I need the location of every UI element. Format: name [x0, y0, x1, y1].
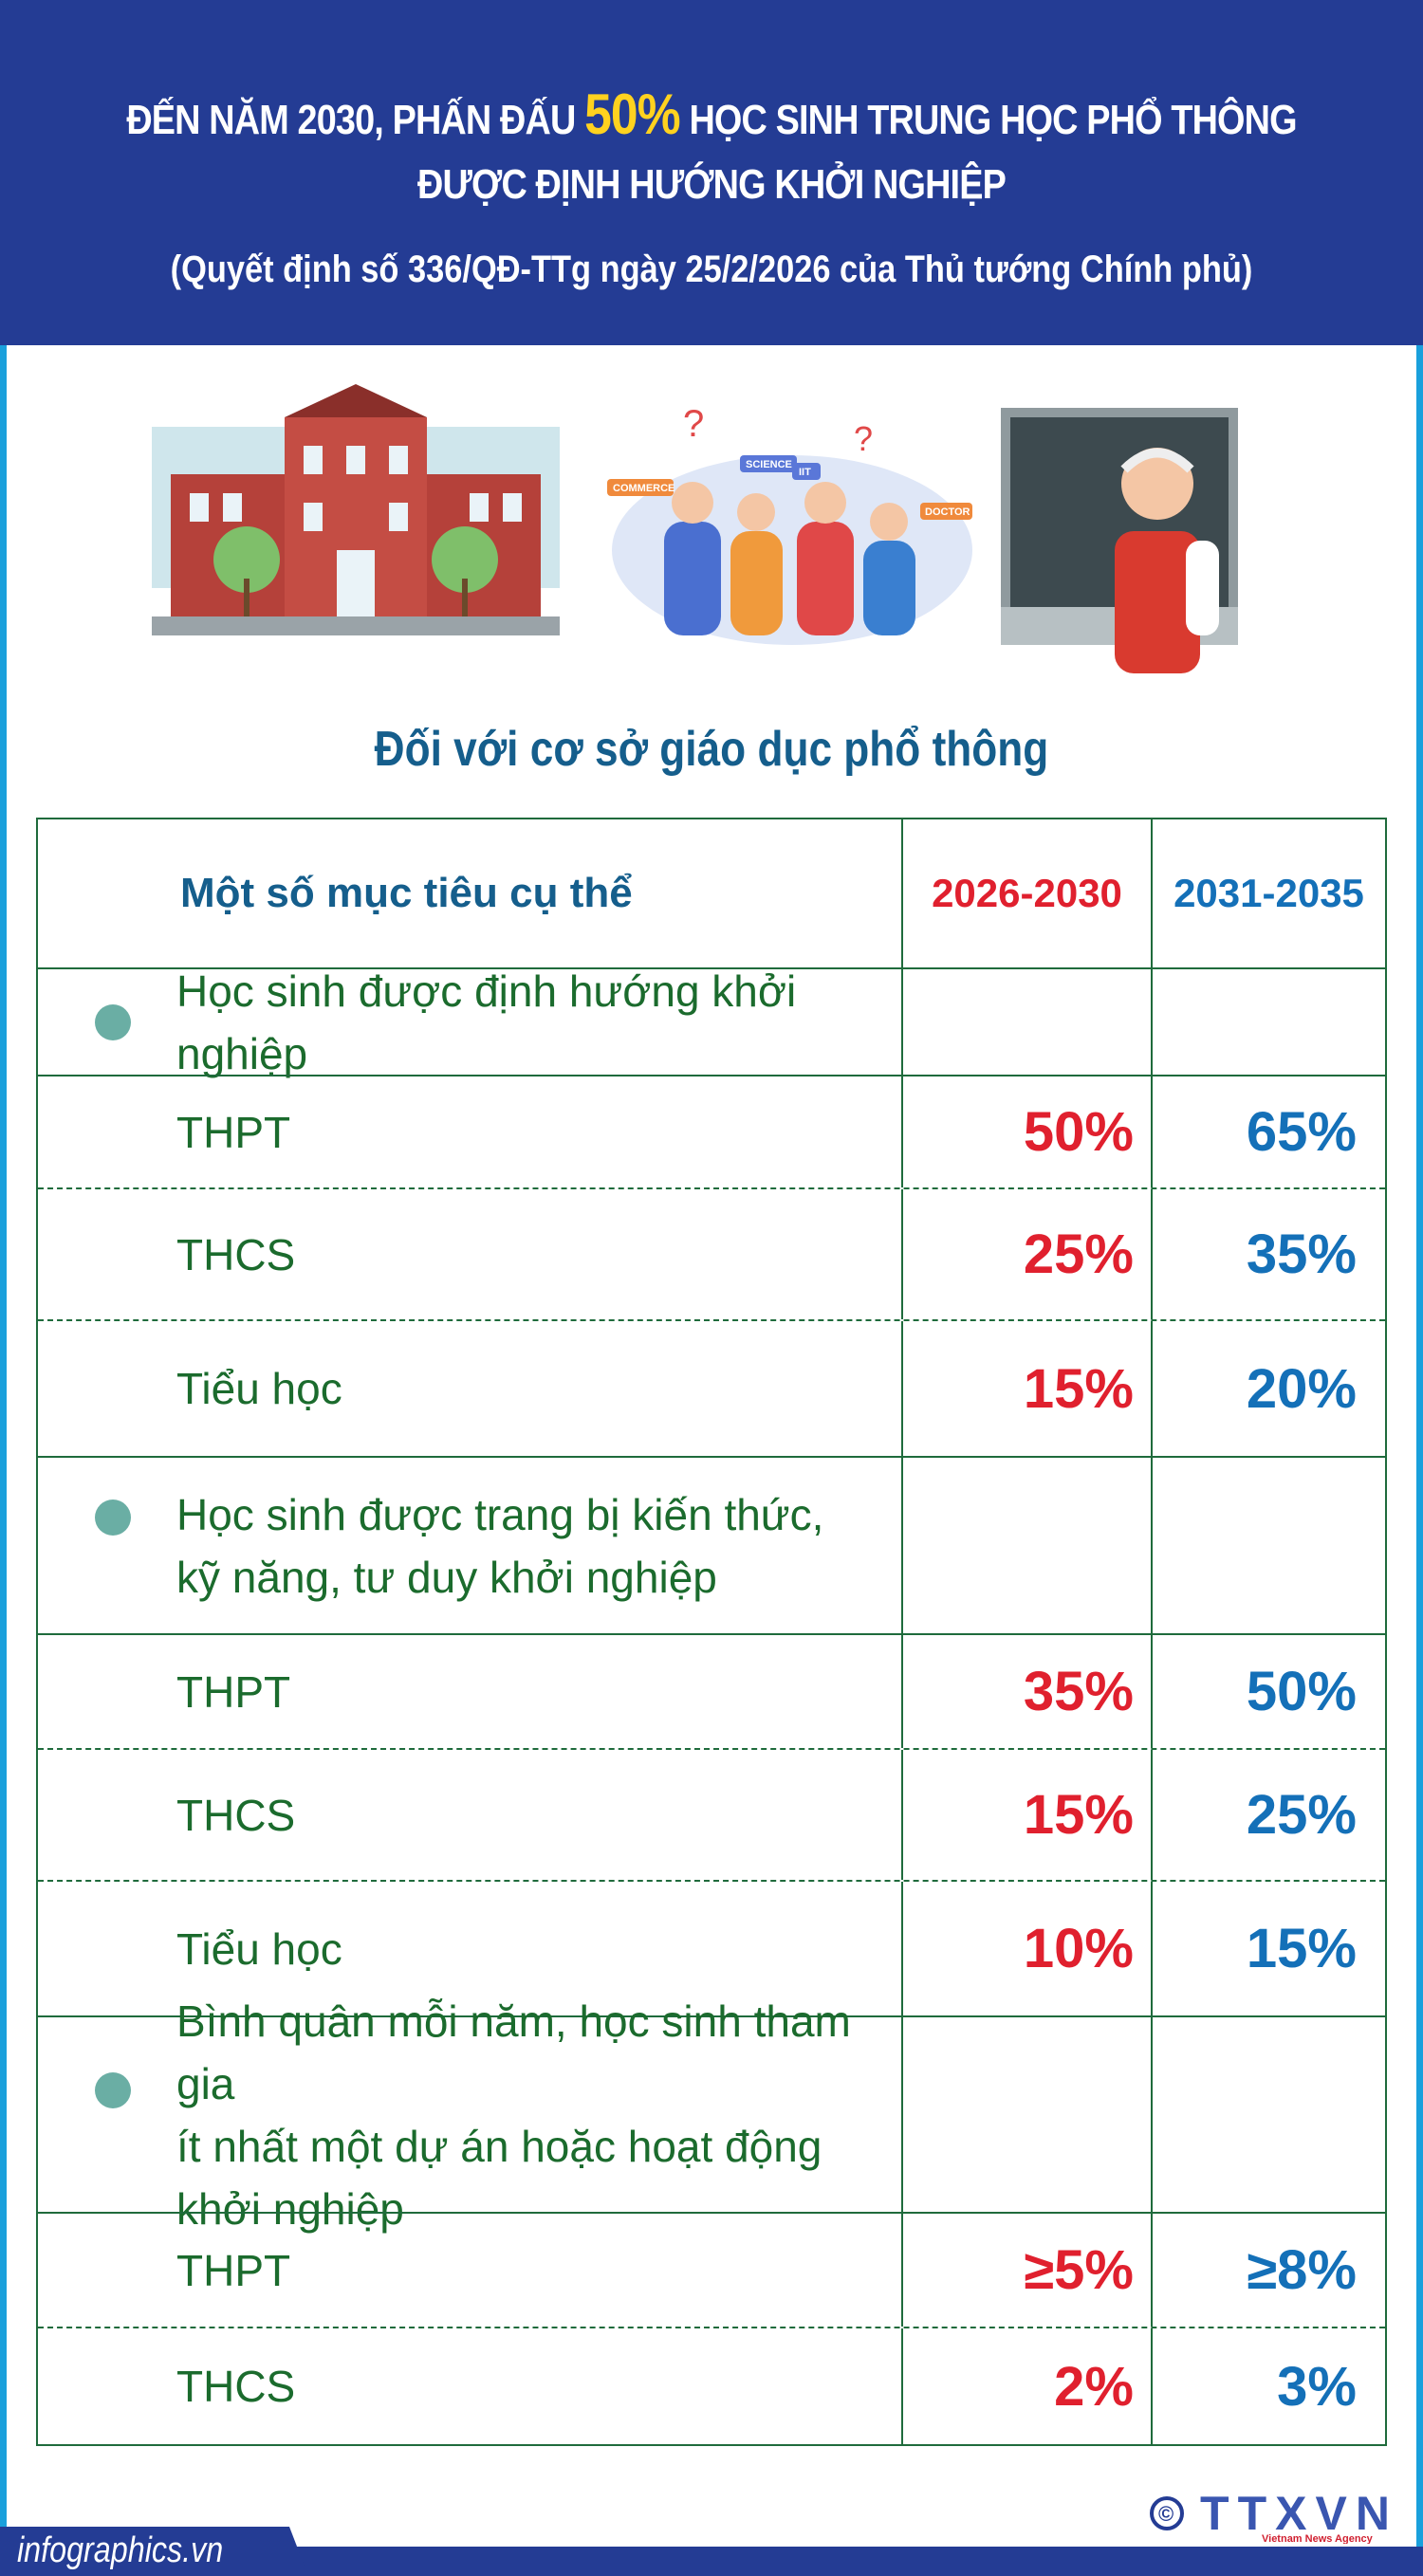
section-title: Học sinh được định hướng khởi nghiệp — [176, 966, 797, 1078]
value-2026-2030: 15% — [903, 1321, 1153, 1456]
value-2031-2035: ≥8% — [1247, 2239, 1357, 2301]
site-link[interactable]: infographics.vn — [17, 2530, 224, 2570]
section-row: Học sinh được trang bị kiến thức, kỹ năng… — [38, 1456, 1385, 1633]
row-label: THPT — [38, 2214, 903, 2327]
students-illustration: COMMERCE SCIENCE IIT DOCTOR ?? — [607, 403, 972, 645]
value-2026-2030: 35% — [903, 1635, 1153, 1748]
row-label: Tiểu học — [38, 1882, 903, 2015]
header-banner: ĐẾN NĂM 2030, PHẤN ĐẤU 50% HỌC SINH TRUN… — [0, 0, 1423, 345]
commerce-tag: COMMERCE — [613, 483, 675, 494]
svg-text:?: ? — [854, 419, 873, 458]
bullet-icon — [95, 1003, 131, 1040]
section-title-line-1: Học sinh được trang bị kiến thức, — [176, 1489, 824, 1539]
value-2026-2030: 25% — [903, 1189, 1153, 1319]
value-2031-2035: 50% — [1246, 1661, 1357, 1722]
section-row: Bình quân mỗi năm, học sinh tham gia ít n… — [38, 1996, 1385, 2234]
value-2031-2035: 25% — [1246, 1784, 1357, 1846]
title-post: HỌC SINH TRUNG HỌC PHỔ THÔNG — [689, 97, 1297, 143]
header-targets: Một số mục tiêu cụ thể — [38, 819, 903, 967]
bullet-icon — [95, 2072, 131, 2108]
section-row: Học sinh được định hướng khởi nghiệp — [38, 966, 1385, 1078]
section-title-line-1: Bình quân mỗi năm, học sinh tham gia — [176, 1996, 851, 2108]
svg-text:?: ? — [683, 403, 704, 445]
science-tag: SCIENCE — [746, 459, 792, 470]
doctor-tag: DOCTOR — [925, 506, 970, 518]
targets-table: Một số mục tiêu cụ thể 2026-2030 2031-20… — [36, 818, 1387, 2446]
table-row: THCS 15% 25% — [38, 1748, 1385, 1880]
value-2031-2035: 65% — [1246, 1101, 1357, 1163]
ttxvn-logo: © TTXVN Vietnam News Agency — [1150, 2487, 1390, 2544]
site-badge[interactable]: infographics.vn — [0, 2527, 308, 2576]
row-label: THCS — [38, 2328, 903, 2444]
decision-reference: (Quyết định số 336/QĐ-TTg ngày 25/2/2026… — [170, 248, 1253, 290]
table-row: THPT ≥5% ≥8% — [38, 2212, 1385, 2327]
header-period-2026-2030: 2026-2030 — [903, 819, 1153, 967]
copyright-icon: © — [1158, 2502, 1174, 2526]
teacher-illustration — [1001, 408, 1238, 673]
section-subtitle: Đối với cơ sở giáo dục phổ thông — [374, 722, 1049, 777]
table-row: THPT 50% 65% — [38, 1075, 1385, 1187]
table-row: Tiểu học 15% 20% — [38, 1319, 1385, 1456]
title-line-1: ĐẾN NĂM 2030, PHẤN ĐẤU 50% HỌC SINH TRUN… — [100, 82, 1323, 147]
table-row: THCS 25% 35% — [38, 1187, 1385, 1319]
title-highlight: 50% — [584, 83, 681, 146]
value-2026-2030: 50% — [903, 1076, 1153, 1187]
row-label: THCS — [38, 1189, 903, 1319]
value-2031-2035: 35% — [1246, 1224, 1357, 1285]
value-2031-2035: 3% — [1277, 2355, 1357, 2418]
table-row: THCS 2% 3% — [38, 2327, 1385, 2444]
value-2031-2035: 20% — [1246, 1357, 1357, 1420]
school-building-illustration — [152, 384, 560, 635]
value-2026-2030: ≥5% — [903, 2214, 1153, 2327]
iit-tag: IIT — [799, 467, 811, 478]
logo-text: TTXVN — [1200, 2487, 1390, 2540]
table-row: Tiểu học 10% 15% — [38, 1880, 1385, 2015]
logo-subtitle: Vietnam News Agency — [1262, 2533, 1374, 2544]
title-line-2: ĐƯỢC ĐỊNH HƯỚNG KHỞI NGHIỆP — [417, 161, 1007, 208]
header-period-2031-2035: 2031-2035 — [1174, 871, 1364, 915]
section-title-line-2: kỹ năng, tư duy khởi nghiệp — [176, 1552, 717, 1602]
row-label: THPT — [38, 1635, 903, 1748]
section-title-line-2: ít nhất một dự án hoặc hoạt động khởi ng… — [176, 2121, 822, 2234]
table-row: THPT 35% 50% — [38, 1633, 1385, 1748]
value-2031-2035: 15% — [1246, 1918, 1357, 1979]
bullet-icon — [95, 1500, 131, 1536]
value-2026-2030: 10% — [903, 1882, 1153, 2015]
title-pre: ĐẾN NĂM 2030, PHẤN ĐẤU — [126, 97, 576, 143]
row-label: THPT — [38, 1076, 903, 1187]
value-2026-2030: 15% — [903, 1750, 1153, 1880]
table-header-row: Một số mục tiêu cụ thể 2026-2030 2031-20… — [38, 819, 1385, 967]
value-2026-2030: 2% — [903, 2328, 1153, 2444]
row-label: THCS — [38, 1750, 903, 1880]
row-label: Tiểu học — [38, 1321, 903, 1456]
